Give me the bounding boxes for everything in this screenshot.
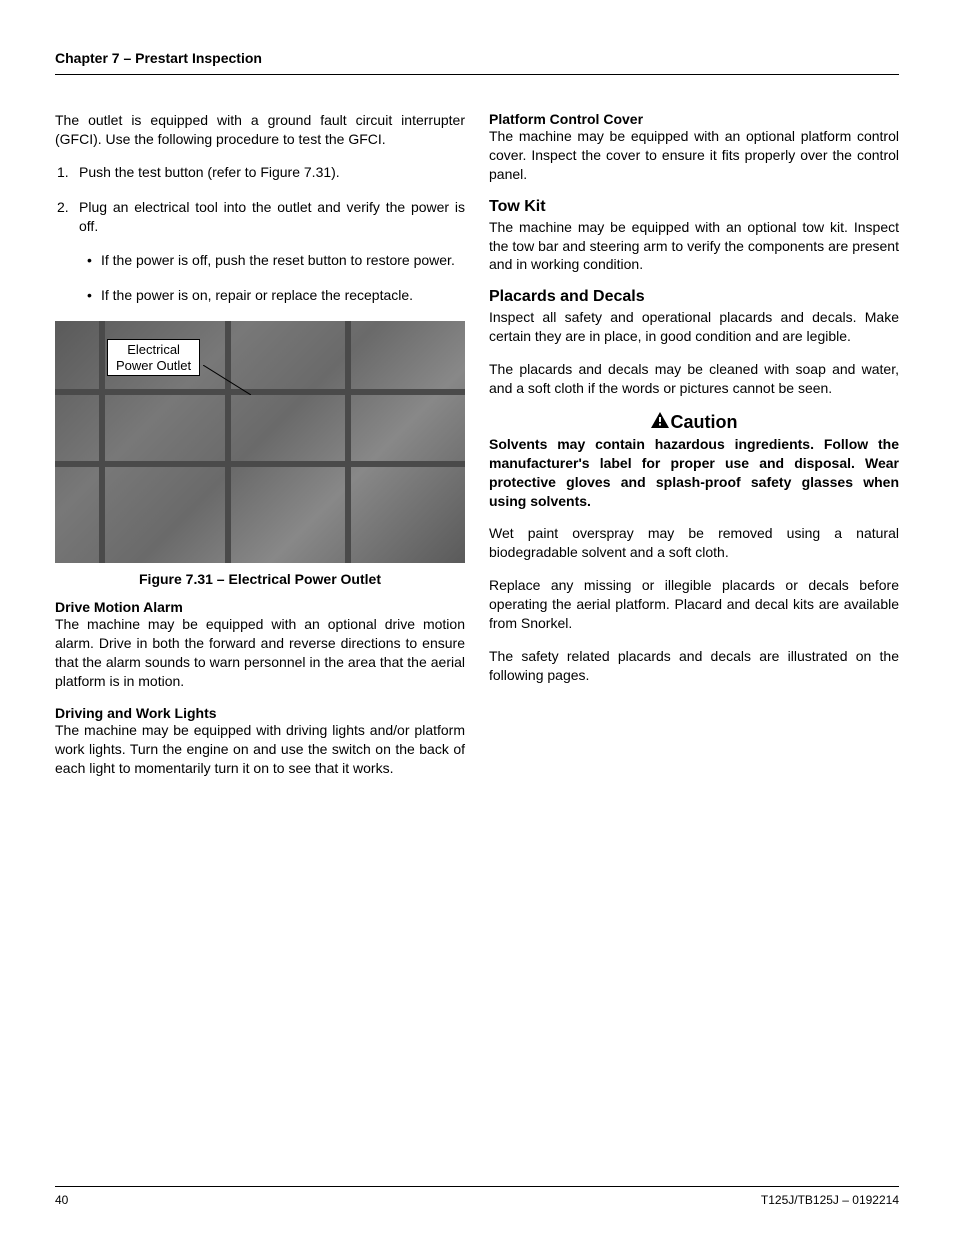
warning-triangle-icon bbox=[651, 412, 669, 433]
caution-body: Solvents may contain hazardous ingredien… bbox=[489, 435, 899, 511]
replace-p: Replace any missing or illegible placard… bbox=[489, 576, 899, 633]
chapter-title: Chapter 7 – Prestart Inspection bbox=[55, 50, 262, 66]
figure-callout-label: Electrical Power Outlet bbox=[107, 339, 200, 376]
page-footer: 40 T125J/TB125J – 0192214 bbox=[55, 1186, 899, 1207]
left-column: The outlet is equipped with a ground fau… bbox=[55, 111, 465, 791]
cover-heading: Platform Control Cover bbox=[489, 111, 899, 127]
figure-caption: Figure 7.31 – Electrical Power Outlet bbox=[55, 571, 465, 587]
lights-body: The machine may be equipped with driving… bbox=[55, 721, 465, 778]
right-column: Platform Control Cover The machine may b… bbox=[489, 111, 899, 791]
document-id: T125J/TB125J – 0192214 bbox=[761, 1193, 899, 1207]
caution-label: Caution bbox=[671, 412, 738, 432]
callout-leader-line bbox=[203, 365, 251, 395]
drive-alarm-heading: Drive Motion Alarm bbox=[55, 599, 465, 615]
figure-image: Electrical Power Outlet bbox=[55, 321, 465, 563]
callout-line-1: Electrical bbox=[127, 342, 180, 357]
tow-body: The machine may be equipped with an opti… bbox=[489, 218, 899, 275]
page-number: 40 bbox=[55, 1193, 68, 1207]
step-1: 1. Push the test button (refer to Figure… bbox=[79, 163, 465, 182]
bullet-1: If the power is off, push the reset butt… bbox=[101, 251, 465, 270]
step-text: Push the test button (refer to Figure 7.… bbox=[79, 164, 340, 180]
callout-line-2: Power Outlet bbox=[116, 358, 191, 373]
step-2-sublist: If the power is off, push the reset butt… bbox=[79, 251, 465, 305]
solvent-p: Wet paint overspray may be removed using… bbox=[489, 524, 899, 562]
bullet-2: If the power is on, repair or replace th… bbox=[101, 286, 465, 305]
placards-p1: Inspect all safety and operational placa… bbox=[489, 308, 899, 346]
placards-p2: The placards and decals may be cleaned w… bbox=[489, 360, 899, 398]
page-header: Chapter 7 – Prestart Inspection bbox=[55, 50, 899, 75]
step-2: 2. Plug an electrical tool into the outl… bbox=[79, 198, 465, 306]
drive-alarm-body: The machine may be equipped with an opti… bbox=[55, 615, 465, 691]
content-columns: The outlet is equipped with a ground fau… bbox=[55, 111, 899, 791]
caution-heading: Caution bbox=[489, 412, 899, 433]
gfci-steps: 1. Push the test button (refer to Figure… bbox=[55, 163, 465, 305]
gfci-intro: The outlet is equipped with a ground fau… bbox=[55, 111, 465, 149]
placards-heading: Placards and Decals bbox=[489, 288, 899, 306]
figure-7-31: Electrical Power Outlet Figure 7.31 – El… bbox=[55, 321, 465, 587]
illustrated-p: The safety related placards and decals a… bbox=[489, 647, 899, 685]
step-text: Plug an electrical tool into the outlet … bbox=[79, 199, 465, 234]
lights-heading: Driving and Work Lights bbox=[55, 705, 465, 721]
tow-heading: Tow Kit bbox=[489, 198, 899, 216]
step-number: 1. bbox=[57, 163, 69, 182]
step-number: 2. bbox=[57, 198, 69, 217]
cover-body: The machine may be equipped with an opti… bbox=[489, 127, 899, 184]
